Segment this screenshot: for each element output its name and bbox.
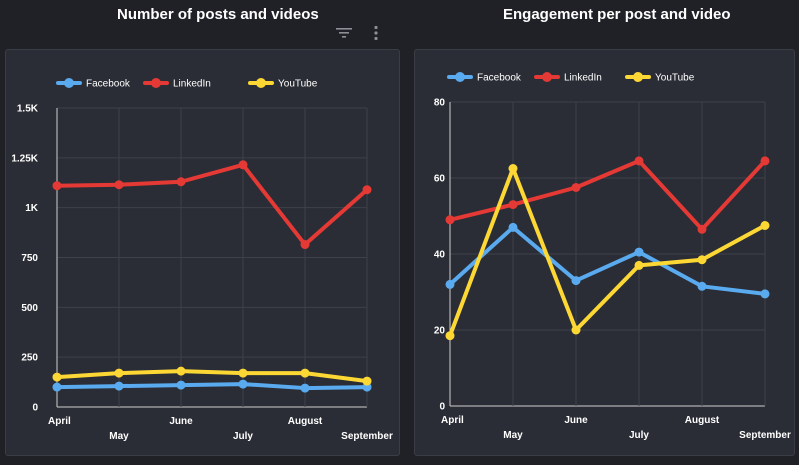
posts-series-line-youtube[interactable] [55, 369, 369, 384]
chart-posts-videos: 0 250 500 750 1K 1.25K 1.5K April May June July Aug… [11, 78, 393, 442]
engagement-legend-facebook[interactable]: Facebook [447, 72, 522, 84]
engagement-point-youtube-april[interactable] [445, 331, 455, 341]
posts-point-linkedin-september[interactable] [362, 185, 372, 195]
engagement-xtick-may: May [503, 430, 523, 441]
engagement-point-youtube-august[interactable] [697, 255, 707, 265]
engagement-ytick-20: 20 [434, 326, 446, 337]
engagement-xtick-april: April [441, 415, 464, 426]
posts-ytick-250: 250 [21, 353, 38, 364]
engagement-point-facebook-june[interactable] [571, 276, 581, 286]
posts-point-facebook-may[interactable] [114, 381, 124, 391]
chart-title-engagement: Engagement per post and video [503, 6, 731, 23]
posts-legend-label-linkedin: LinkedIn [173, 79, 211, 90]
engagement-xtick-july: July [629, 430, 649, 441]
posts-legend-facebook[interactable]: Facebook [56, 78, 131, 90]
engagement-point-linkedin-september[interactable] [760, 156, 770, 166]
posts-point-linkedin-may[interactable] [114, 180, 124, 190]
posts-ytick-1-25k: 1.25K [11, 153, 38, 164]
chart-engagement: 0 20 40 60 80 April May June July August September… [434, 72, 791, 441]
engagement-ytick-80: 80 [434, 98, 446, 109]
posts-legend-linkedin[interactable]: LinkedIn [143, 78, 211, 90]
engagement-series-line-facebook[interactable] [448, 225, 767, 296]
posts-point-youtube-june[interactable] [176, 366, 186, 376]
engagement-legend-marker-youtube [633, 72, 643, 82]
posts-legend-label-youtube: YouTube [278, 79, 318, 90]
engagement-ytick-40: 40 [434, 250, 446, 261]
posts-legend-label-facebook: Facebook [86, 79, 131, 90]
posts-legend-youtube[interactable]: YouTube [248, 78, 318, 90]
engagement-xtick-september: September [739, 430, 791, 441]
engagement-legend-marker-facebook [455, 72, 465, 82]
posts-xtick-august: August [288, 416, 323, 427]
posts-point-youtube-september[interactable] [362, 376, 372, 386]
posts-point-facebook-july[interactable] [238, 379, 248, 389]
engagement-point-facebook-may[interactable] [508, 222, 518, 232]
posts-xtick-september: September [341, 431, 393, 442]
posts-legend-marker-facebook [64, 78, 74, 88]
chart-panel-posts-videos: 0 250 500 750 1K 1.25K 1.5K April May June July Aug… [5, 49, 400, 456]
engagement-point-youtube-september[interactable] [760, 221, 770, 230]
posts-point-youtube-april[interactable] [52, 372, 62, 382]
posts-ytick-1-5k: 1.5K [17, 104, 39, 115]
engagement-series-line-linkedin[interactable] [448, 158, 767, 232]
engagement-xtick-june: June [564, 415, 588, 426]
posts-xtick-june: June [169, 416, 193, 427]
posts-legend-marker-linkedin [151, 78, 161, 88]
engagement-point-linkedin-april[interactable] [445, 215, 455, 225]
engagement-point-linkedin-august[interactable] [697, 224, 707, 234]
engagement-point-facebook-july[interactable] [634, 247, 644, 257]
posts-point-facebook-april[interactable] [52, 382, 62, 392]
posts-point-facebook-june[interactable] [176, 380, 186, 390]
engagement-legend-label-youtube: YouTube [655, 73, 695, 84]
engagement-point-facebook-april[interactable] [445, 279, 455, 289]
filter-icon[interactable] [335, 24, 353, 42]
posts-point-youtube-august[interactable] [300, 368, 310, 378]
engagement-xtick-august: August [685, 415, 720, 426]
engagement-legend-marker-linkedin [542, 72, 552, 82]
posts-point-linkedin-august[interactable] [300, 240, 310, 250]
posts-point-linkedin-june[interactable] [176, 177, 186, 187]
posts-ytick-750: 750 [21, 253, 38, 264]
engagement-legend-label-facebook: Facebook [477, 73, 522, 84]
posts-xtick-may: May [109, 431, 129, 442]
engagement-series-line-youtube[interactable] [448, 166, 767, 338]
posts-xtick-april: April [48, 416, 71, 427]
posts-ytick-500: 500 [21, 303, 38, 314]
posts-point-youtube-july[interactable] [238, 368, 248, 378]
posts-point-linkedin-april[interactable] [52, 181, 62, 191]
posts-ytick-0: 0 [32, 403, 38, 414]
engagement-ytick-0: 0 [439, 402, 445, 413]
posts-point-linkedin-july[interactable] [238, 160, 248, 170]
posts-point-youtube-may[interactable] [114, 368, 124, 378]
engagement-point-linkedin-may[interactable] [508, 200, 518, 210]
posts-series-line-facebook[interactable] [55, 382, 369, 391]
engagement-point-youtube-may[interactable] [508, 164, 518, 173]
posts-series-line-linkedin[interactable] [55, 162, 369, 247]
chart-title-posts-videos: Number of posts and videos [117, 6, 319, 23]
engagement-point-youtube-june[interactable] [571, 325, 581, 335]
engagement-point-linkedin-june[interactable] [571, 183, 581, 192]
chart-panel-engagement: 0 20 40 60 80 April May June July August September… [414, 49, 795, 456]
engagement-point-facebook-august[interactable] [697, 281, 707, 291]
engagement-legend-linkedin[interactable]: LinkedIn [534, 72, 602, 84]
engagement-point-linkedin-july[interactable] [634, 156, 644, 166]
posts-point-facebook-august[interactable] [300, 383, 310, 393]
posts-legend-marker-youtube [256, 78, 266, 88]
engagement-legend-youtube[interactable]: YouTube [625, 72, 695, 84]
engagement-ytick-60: 60 [434, 174, 446, 185]
engagement-point-youtube-july[interactable] [634, 260, 644, 270]
posts-xtick-july: July [233, 431, 253, 442]
posts-ytick-1k: 1K [25, 203, 39, 214]
more-vertical-icon[interactable] [367, 24, 385, 42]
engagement-point-facebook-september[interactable] [760, 289, 770, 299]
engagement-legend-label-linkedin: LinkedIn [564, 73, 602, 84]
